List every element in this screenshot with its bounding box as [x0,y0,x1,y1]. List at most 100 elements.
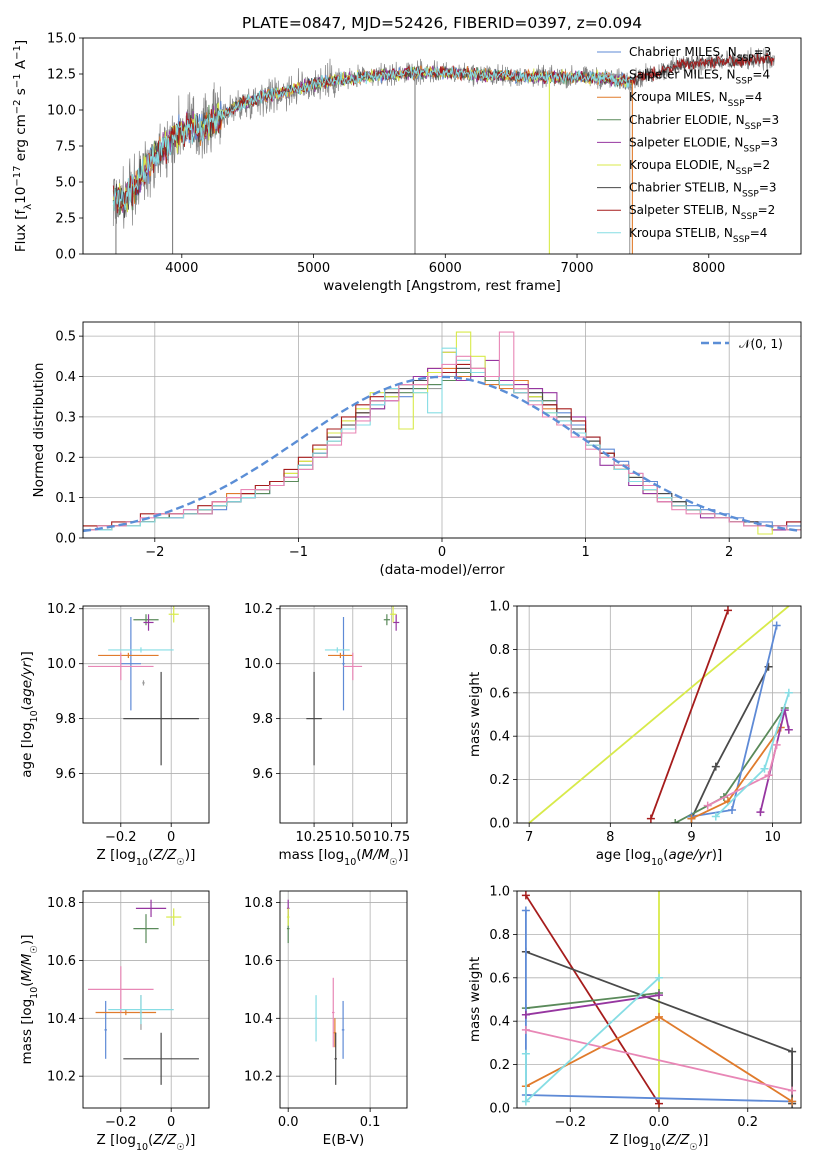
x-tick-label: −0.2 [105,830,137,845]
weight-line-chabrier-stelib [690,666,770,820]
y-tick-label: 9.8 [55,712,76,727]
axes-frame [82,890,210,1109]
x-tick-label: 7 [525,830,533,845]
weight-marker [655,973,663,982]
y-tick-label: 0.6 [489,971,510,986]
weight-marker [521,906,530,915]
legend-entry: Chabrier STELIB, NSSP=3 [629,181,777,200]
y-tick-label: 10.6 [244,954,273,969]
y-tick-label: 10.0 [47,104,76,119]
y-tick-label: 0.6 [489,686,510,701]
x-axis-label: wavelength [Angstrom, rest frame] [323,278,561,294]
x-tick-label: −1 [289,545,308,560]
x-tick-label: −0.2 [105,1115,137,1130]
x-tick-label: −0.2 [554,1115,586,1130]
x-tick-label: 0 [167,1115,175,1130]
weight-line-kroupa-elodie [528,606,790,823]
axes-frame [82,37,802,255]
errorbar-point [341,1000,345,1059]
errorbar-point [343,652,363,681]
mass-vs-Z-plot-area [88,899,199,1085]
legend-entry: Chabrier ELODIE, NSSP=3 [629,113,779,132]
figure-title: PLATE=0847, MJD=52426, FIBERID=0397, z=0… [242,14,642,32]
y-tick-label: 12.5 [47,68,76,83]
weight-marker [723,606,732,615]
weight-marker [764,771,773,780]
legend-entry: Kroupa MILES, NSSP=4 [629,90,762,109]
x-tick-label: −2 [145,545,164,560]
x-axis-label: Z [log10(Z/Z☉)] [97,1132,196,1153]
y-tick-label: 1.0 [489,600,510,615]
weight-marker [655,1099,663,1108]
x-tick-label: 10.50 [334,830,371,845]
y-tick-label: 7.5 [55,140,76,155]
y-tick-label: 0.2 [55,451,76,466]
series-kroupa-stelib [112,66,633,211]
age-vs-mass-plot-area [306,606,400,766]
y-tick-label: 0.8 [489,643,510,658]
histogram-extra [83,331,801,531]
y-tick-label: 10.4 [47,1012,76,1027]
x-tick-label: 1 [581,545,589,560]
x-tick-label: 0.1 [360,1115,381,1130]
weight-marker [728,805,737,814]
errorbar-point [306,671,322,766]
errorbar-point [314,995,318,1042]
x-axis-label: Z [log10(Z/Z☉)] [610,1132,709,1153]
y-tick-label: 0.3 [55,410,76,425]
y-axis-label: mass weight [467,672,483,757]
weight-marker [760,764,769,773]
legend-entry: Kroupa STELIB, NSSP=4 [629,226,767,245]
x-axis-label: E(B-V) [323,1132,365,1148]
errorbar-point [389,606,397,623]
errorbar-point [95,1009,157,1016]
weight-marker [772,621,781,630]
y-tick-label: 10.2 [244,602,273,617]
y-tick-label: 10.8 [47,896,76,911]
errorbar-point [286,908,290,926]
weight-marker [788,1086,797,1095]
y-tick-label: 0.4 [489,1015,510,1030]
errorbar-point [342,616,345,711]
y-tick-label: 10.6 [47,954,76,969]
weight-marker [703,801,712,810]
weight-marker [687,814,696,823]
x-tick-label: 0 [438,545,446,560]
x-tick-label: 6000 [429,261,462,276]
x-tick-label: 10.75 [373,830,410,845]
x-tick-label: 5000 [297,261,330,276]
weight-vs-Z-plot-area [521,891,797,1108]
weight-line-salpeter-stelib [525,894,660,1105]
weight-marker [788,1097,797,1106]
axes-frame [279,890,408,1109]
y-tick-label: 10.2 [47,1070,76,1085]
chart-age-vs-Z: −0.2 0 9.6 9.8 10.0 10.2 Z [log10(Z/Z☉)] age [l… [19,602,210,868]
axes-frame [516,605,802,824]
errorbar-point [142,680,145,686]
errorbar-point [143,614,154,631]
gaussian-curve [83,375,801,533]
x-tick-label: 4000 [165,261,198,276]
x-axis-label: (data-model)/error [379,562,505,578]
legend-entry: Kroupa ELODIE, NSSP=2 [629,158,770,177]
weight-marker [772,740,781,749]
weight-line-kroupa-stelib [525,977,660,1104]
weight-line-salpeter-stelib [650,609,729,820]
weight-marker [784,725,793,734]
x-tick-label: 8000 [692,261,725,276]
weight-line-chabrier-miles [691,625,778,818]
y-tick-label: 2.5 [55,212,76,227]
x-tick-label: 2 [725,545,733,560]
x-tick-label: 0 [167,830,175,845]
y-tick-label: 0.2 [489,1058,510,1073]
y-tick-label: 0.0 [489,817,510,832]
y-axis-label: mass [log10(M/M☉)] [19,935,40,1065]
errorbar-point [133,914,159,944]
errorbar-point [168,606,179,623]
errorbar-point [133,614,159,626]
errorbar-point [98,652,159,659]
weight-marker [671,819,680,823]
y-tick-label: 15.0 [47,32,76,47]
y-axis-label: mass weight [467,957,483,1042]
y-tick-label: 10.2 [244,1070,273,1085]
